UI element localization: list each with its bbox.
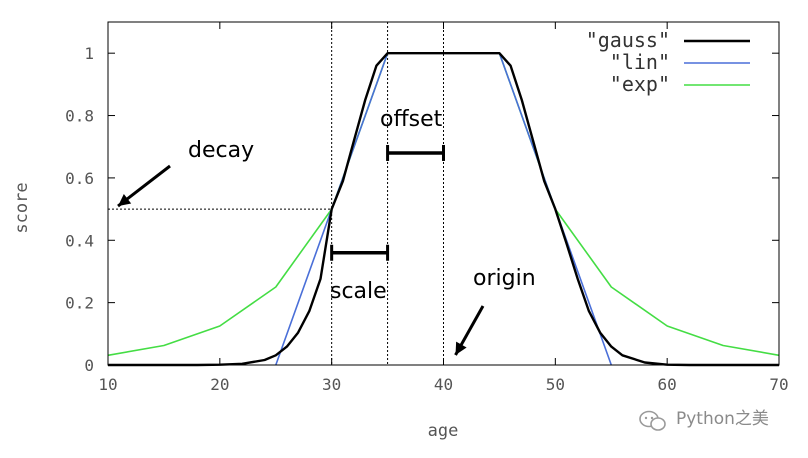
y-axis-label: score — [12, 182, 32, 233]
x-tick-label: 60 — [658, 375, 677, 394]
annotation-origin: origin — [473, 266, 536, 291]
watermark-text: Python之美 — [676, 409, 769, 429]
x-tick-label: 70 — [769, 375, 788, 394]
y-tick-label: 0.2 — [65, 294, 94, 313]
watermark: Python之美 — [639, 409, 769, 431]
annotation-offset: offset — [380, 107, 443, 132]
origin-arrow — [454, 305, 485, 356]
x-tick-label: 30 — [322, 375, 341, 394]
annotation-decay: decay — [188, 138, 254, 163]
y-tick-label: 1 — [84, 44, 94, 63]
plot-background — [108, 22, 779, 365]
y-tick-label: 0.8 — [65, 107, 94, 126]
x-axis-label: age — [428, 421, 459, 441]
y-tick-label: 0.4 — [65, 231, 94, 250]
y-tick-label: 0 — [84, 356, 94, 375]
legend: "gauss""lin""exp" — [586, 28, 750, 96]
arrow-head — [118, 194, 132, 207]
annotation-scale: scale — [330, 279, 387, 304]
legend-label: "gauss" — [586, 28, 670, 52]
offset-bracket — [386, 144, 445, 161]
x-tick-label: 20 — [210, 375, 229, 394]
x-tick-label: 50 — [546, 375, 565, 394]
x-tick-label: 10 — [98, 375, 117, 394]
decay-arrow — [117, 164, 171, 208]
scale-bracket — [330, 244, 390, 261]
arrow-head — [455, 341, 467, 355]
axis-ticks: 10 20 30 40 50 60 70 0 0.2 0.4 0.6 0.8 1 — [65, 22, 789, 394]
series-line — [108, 52, 779, 367]
x-tick-label: 40 — [434, 375, 453, 394]
legend-label: "lin" — [610, 50, 670, 74]
y-tick-label: 0.6 — [65, 169, 94, 188]
plot-area — [108, 22, 779, 365]
reference-lines — [108, 22, 444, 365]
legend-label: "exp" — [610, 72, 670, 96]
wechat-icon — [639, 410, 666, 431]
series-layer — [107, 52, 780, 367]
annotations: decay offset scale origin — [117, 107, 536, 356]
